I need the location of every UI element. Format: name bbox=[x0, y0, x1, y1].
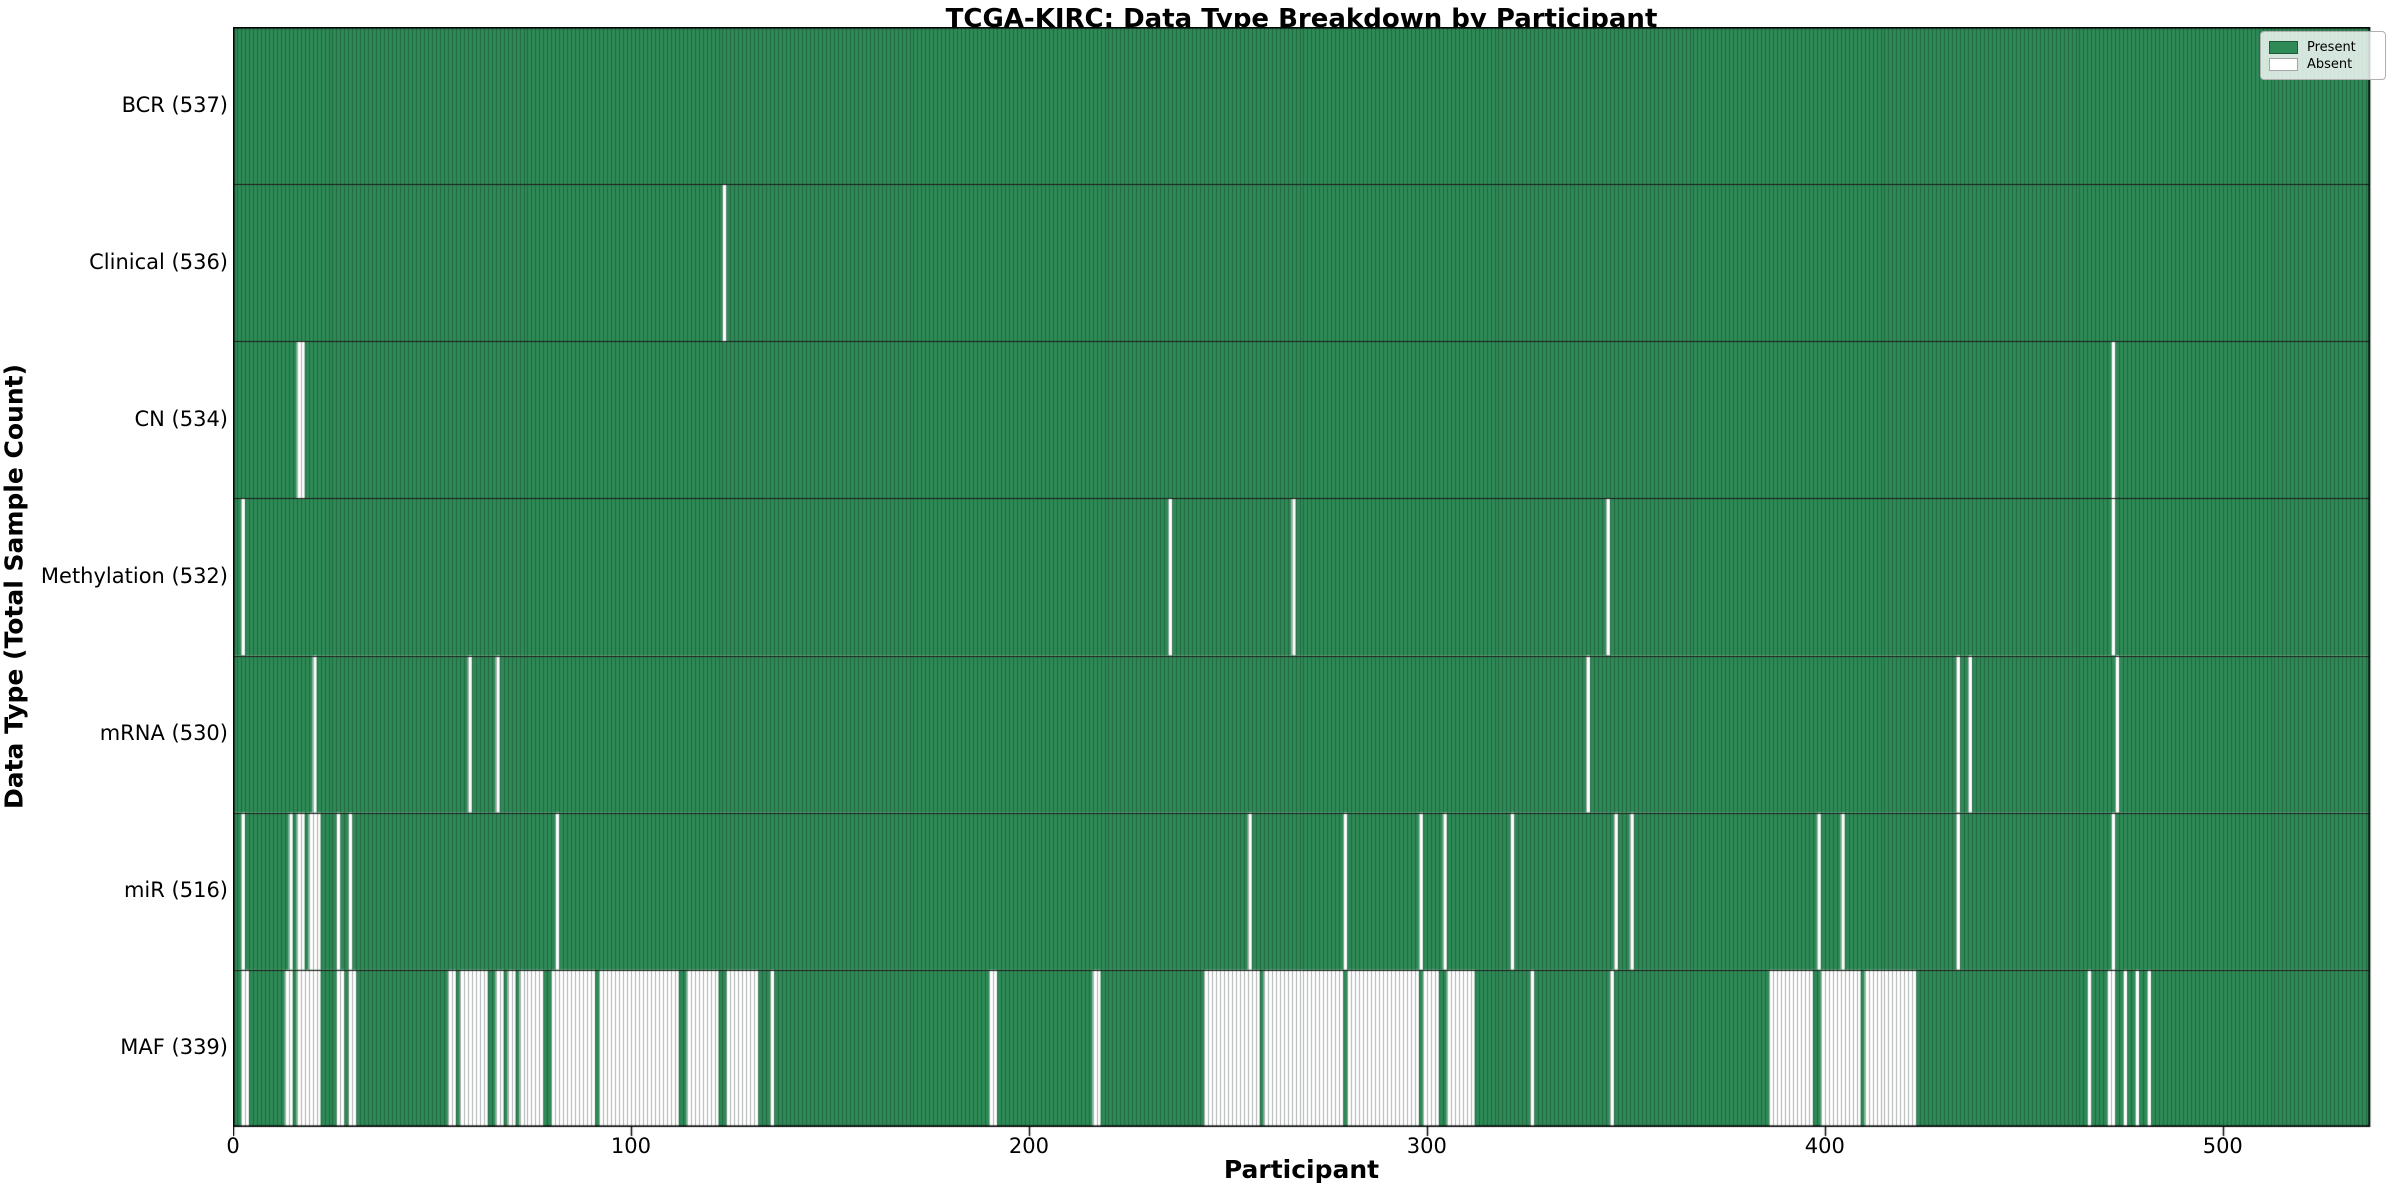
legend-entry-present: Present bbox=[2269, 40, 2377, 55]
legend-label-absent: Absent bbox=[2307, 57, 2353, 72]
x-tick-300: 300 bbox=[1406, 1134, 1447, 1158]
x-tick-0: 0 bbox=[226, 1134, 240, 1158]
absent-swatch-icon bbox=[2269, 58, 2298, 71]
row-label-miR: miR (516) bbox=[123, 878, 228, 903]
x-tick-500: 500 bbox=[2202, 1134, 2243, 1158]
row-label-CN: CN (534) bbox=[134, 406, 228, 431]
legend-entry-absent: Absent bbox=[2269, 57, 2377, 72]
row-label-BCR: BCR (537) bbox=[121, 92, 228, 117]
x-tick-200: 200 bbox=[1008, 1134, 1049, 1158]
heatmap-plot-area bbox=[233, 27, 2373, 1139]
x-tick-100: 100 bbox=[610, 1134, 651, 1158]
x-axis-label: Participant bbox=[1223, 1155, 1380, 1184]
present-swatch-icon bbox=[2269, 41, 2298, 54]
row-label-MAF: MAF (339) bbox=[120, 1035, 228, 1060]
legend: Present Absent bbox=[2260, 31, 2386, 80]
row-label-Clinical: Clinical (536) bbox=[89, 249, 228, 274]
row-label-Methylation: Methylation (532) bbox=[40, 564, 228, 588]
x-tick-400: 400 bbox=[1804, 1134, 1845, 1158]
legend-label-present: Present bbox=[2307, 40, 2356, 55]
row-label-mRNA: mRNA (530) bbox=[99, 721, 228, 746]
